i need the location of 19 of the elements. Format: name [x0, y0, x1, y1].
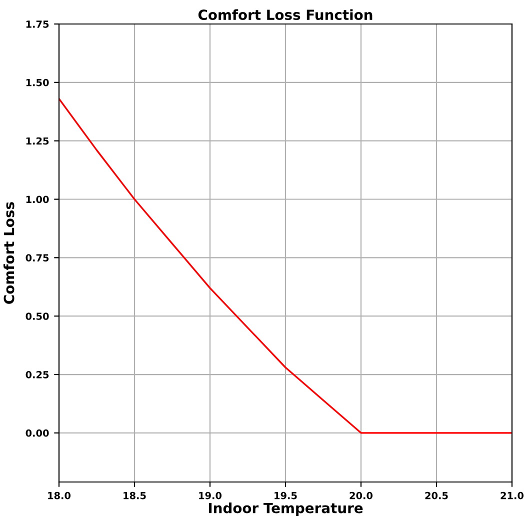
y-axis-title: Comfort Loss [4, 202, 14, 304]
chart-title: Comfort Loss Function [198, 9, 372, 20]
x-tick-label: 18.5 [124, 492, 146, 500]
x-tick-label: 19.5 [274, 492, 297, 500]
y-tick-label: 0.50 [26, 312, 49, 320]
y-tick-label: 1.25 [26, 137, 49, 145]
x-tick-label: 21.0 [500, 492, 524, 500]
x-tick-label: 19.0 [199, 492, 222, 500]
y-tick-label: 1.50 [26, 78, 49, 86]
y-tick-label: 1.75 [26, 20, 49, 28]
line-series [59, 98, 512, 434]
x-tick-label: 20.0 [350, 492, 373, 500]
y-tick-label: 1.00 [26, 196, 49, 204]
y-tick-label: 0.75 [26, 254, 49, 262]
x-tick-label: 20.5 [425, 492, 448, 500]
x-axis-title: Indoor Temperature [208, 502, 363, 516]
x-tick-label: 18.0 [48, 492, 71, 500]
y-tick-label: 0.00 [26, 429, 49, 437]
y-tick-label: 0.25 [26, 370, 49, 378]
